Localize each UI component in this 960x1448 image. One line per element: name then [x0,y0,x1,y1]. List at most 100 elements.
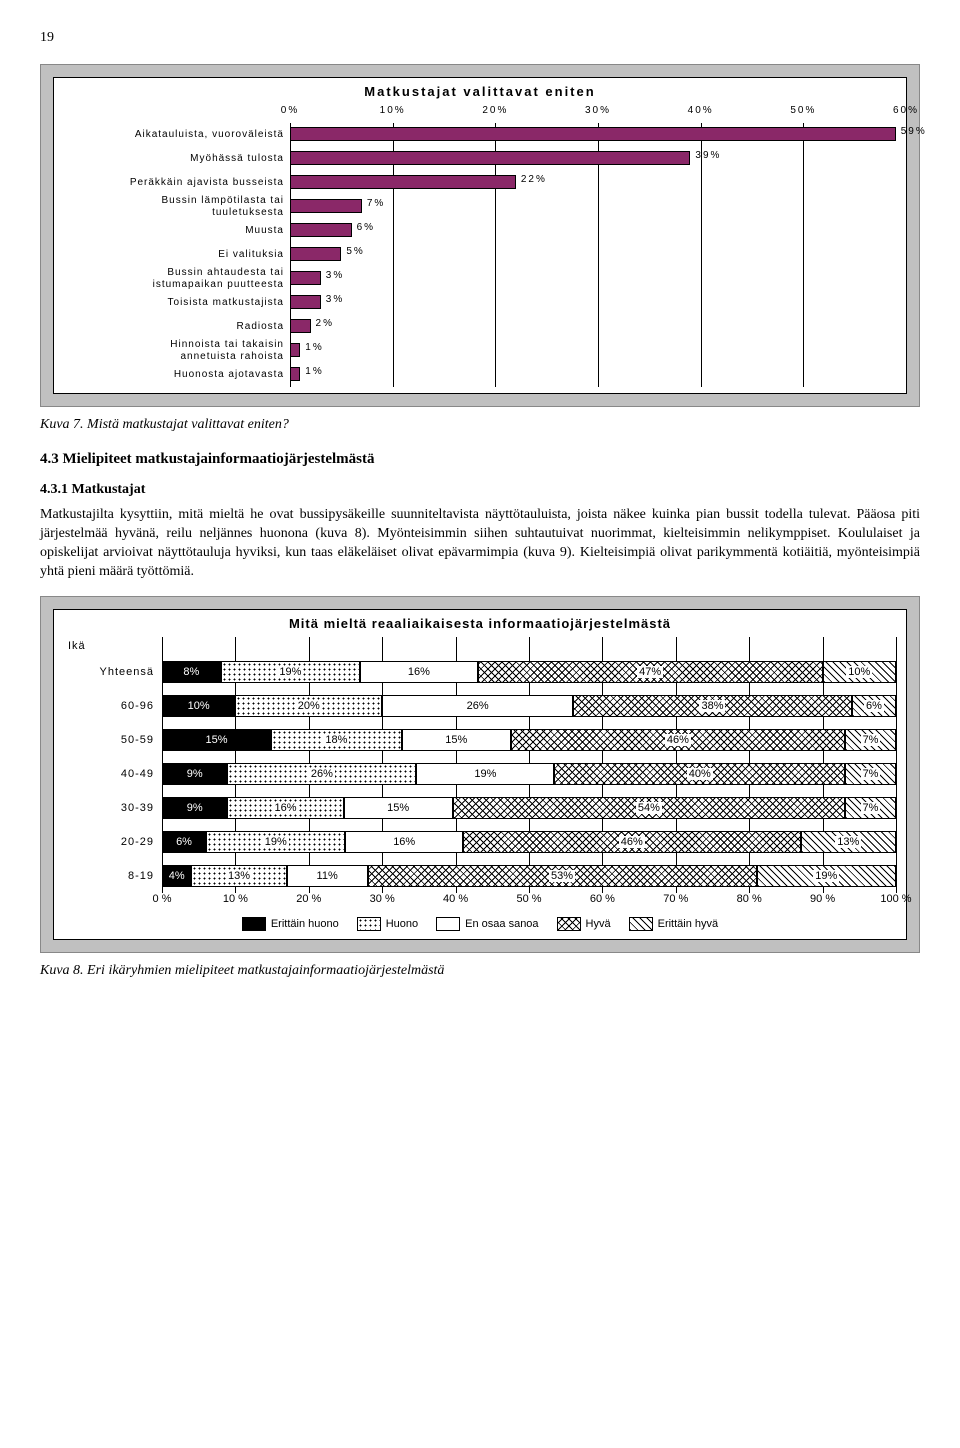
chart2-segment: 19% [757,865,896,887]
heading-4-3-1: 4.3.1 Matkustajat [40,482,920,498]
chart2-xtick: 10 % [223,893,248,905]
chart1-bar-row: 6% [290,219,906,243]
chart2-title: Mitä mieltä reaaliaikaisesta informaatio… [64,616,896,631]
chart1-xtick: 40% [688,105,714,116]
chart2-xtick: 40 % [443,893,468,905]
chart1-xtick: 20% [482,105,508,116]
chart2-ylabel: 8-19 [64,859,154,893]
chart2-segment: 7% [845,797,896,819]
chart-mielipiteet: Mitä mieltä reaaliaikaisesta informaatio… [40,596,920,953]
chart2-segment: 26% [227,763,416,785]
chart2-xtick: 80 % [737,893,762,905]
chart2-ylabel: 20-29 [64,825,154,859]
legend-item: Huono [357,917,418,931]
chart2-segment: 19% [416,763,554,785]
chart2-xtick: 20 % [296,893,321,905]
chart1-bar-row: 1% [290,339,906,363]
caption-kuva7: Kuva 7. Mistä matkustajat valittavat eni… [40,417,920,433]
chart2-segment: 16% [227,797,343,819]
chart1-bar-row: 5% [290,243,906,267]
chart2-segment: 6% [852,695,896,717]
chart1-bar-value: 59% [901,126,927,137]
chart2-xtick: 50 % [516,893,541,905]
chart2-ytitle: Ikä [64,637,154,655]
legend-item: Erittäin huono [242,917,339,931]
chart1-bar-row: 3% [290,291,906,315]
chart2-segment: 19% [221,661,360,683]
chart1-bar-value: 22% [521,174,547,185]
chart2-segment: 26% [382,695,573,717]
chart2-xtick: 100 % [880,893,911,905]
legend-item: En osaa sanoa [436,917,538,931]
chart1-ylabel: Muusta [54,219,284,243]
chart2-segment: 15% [402,729,511,751]
chart1-bar-row: 3% [290,267,906,291]
chart2-segment: 9% [162,763,227,785]
chart2-segment: 9% [162,797,227,819]
chart2-segment: 8% [162,661,221,683]
caption-kuva8: Kuva 8. Eri ikäryhmien mielipiteet matku… [40,963,920,979]
chart2-segment: 7% [845,763,896,785]
chart-matkustajat-valittavat: Matkustajat valittavat eniten Aikataului… [40,64,920,407]
chart2-ylabel: 60-96 [64,689,154,723]
chart1-bar-value: 2% [316,318,334,329]
chart2-segment: 16% [345,831,462,853]
chart1-ylabel: Myöhässä tulosta [54,147,284,171]
chart1-bar-row: 22% [290,171,906,195]
chart2-segment: 47% [478,661,823,683]
chart1-bar-row: 2% [290,315,906,339]
chart1-bar-value: 3% [326,294,344,305]
chart1-xtick: 50% [790,105,816,116]
page-number: 19 [40,30,920,46]
chart2-segment: 40% [554,763,845,785]
chart1-bar-row: 1% [290,363,906,387]
chart2-segment: 13% [191,865,286,887]
chart1-bar-value: 39% [695,150,721,161]
chart1-ylabel: Toisista matkustajista [54,291,284,315]
heading-4-3: 4.3 Mielipiteet matkustajainformaatiojär… [40,451,920,468]
chart2-segment: 19% [206,831,345,853]
chart1-ylabel: Bussin lämpötilasta tai tuuletuksesta [54,195,284,219]
chart2-ylabel: 40-49 [64,757,154,791]
chart2-xtick: 60 % [590,893,615,905]
chart1-bar-value: 6% [357,222,375,233]
chart1-bar-value: 1% [305,366,323,377]
chart2-segment: 6% [162,831,206,853]
chart2-segment: 46% [511,729,845,751]
body-paragraph: Matkustajilta kysyttiin, mitä mieltä he … [40,506,920,582]
chart1-ylabel: Hinnoista tai takaisin annetuista rahois… [54,339,284,363]
chart1-ylabel: Ei valituksia [54,243,284,267]
chart2-ylabel: 50-59 [64,723,154,757]
chart1-ylabel: Huonosta ajotavasta [54,363,284,387]
chart2-segment: 54% [453,797,845,819]
chart1-bar-value: 1% [305,342,323,353]
chart2-ylabel: Yhteensä [64,655,154,689]
chart1-ylabel: Radiosta [54,315,284,339]
chart2-segment: 10% [823,661,896,683]
chart1-ylabel: Aikatauluista, vuoroväleistä [54,123,284,147]
chart2-segment: 7% [845,729,896,751]
chart1-bar-row: 59% [290,123,906,147]
chart2-segment: 53% [368,865,757,887]
chart2-segment: 46% [463,831,801,853]
chart2-segment: 11% [287,865,368,887]
chart2-segment: 38% [573,695,852,717]
chart2-xtick: 0 % [153,893,172,905]
chart1-ylabel: Peräkkäin ajavista busseista [54,171,284,195]
chart1-bar-value: 7% [367,198,385,209]
chart2-segment: 18% [271,729,402,751]
chart1-xtick: 10% [380,105,406,116]
chart2-segment: 4% [162,865,191,887]
legend-item: Hyvä [557,917,611,931]
chart1-xtick: 0% [281,105,299,116]
legend-item: Erittäin hyvä [629,917,719,931]
chart2-segment: 20% [235,695,382,717]
chart1-title: Matkustajat valittavat eniten [54,84,906,99]
chart2-xtick: 30 % [370,893,395,905]
chart1-bar-row: 7% [290,195,906,219]
chart1-bar-value: 5% [346,246,364,257]
chart1-xtick: 30% [585,105,611,116]
chart1-bar-value: 3% [326,270,344,281]
chart1-bar-row: 39% [290,147,906,171]
chart2-segment: 13% [801,831,896,853]
